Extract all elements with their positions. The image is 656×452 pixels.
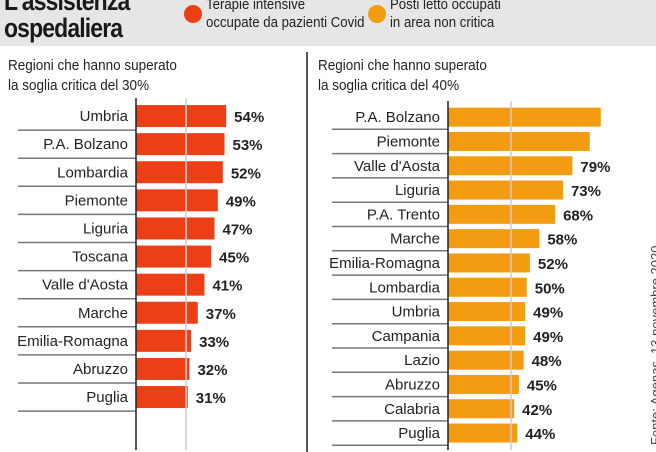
value-label: 42% [522, 402, 552, 419]
legend-text-icu: Terapie intensive occupate da pazienti C… [206, 0, 365, 32]
value-label: 32% [197, 362, 227, 379]
value-label: 31% [196, 390, 226, 407]
value-label: 52% [231, 165, 261, 182]
category-label: Toscana [72, 249, 129, 266]
bar [136, 105, 227, 128]
category-label: Liguria [83, 220, 129, 237]
legend-line: Posti letto occupati [390, 0, 501, 13]
header-band: L'assistenza ospedaliera Terapie intensi… [0, 0, 656, 46]
value-label: 41% [212, 278, 242, 295]
bar [448, 302, 526, 322]
bar [448, 350, 524, 370]
value-label: 49% [226, 193, 256, 210]
bar [448, 131, 590, 151]
value-label: 54% [234, 109, 264, 126]
category-label: Umbria [80, 108, 129, 125]
title-line-2: ospedaliera [4, 13, 123, 43]
category-label: Abruzzo [385, 376, 440, 393]
bar [136, 386, 188, 409]
left-subtitle: Regioni che hanno superato la soglia cri… [8, 56, 177, 96]
category-label: P.A. Bolzano [43, 136, 128, 153]
bar [448, 229, 540, 249]
category-label: Liguria [395, 182, 441, 199]
value-label: 50% [535, 280, 565, 297]
legend-dot-orange-icon [368, 5, 386, 23]
bar [448, 156, 573, 176]
bar [448, 277, 527, 297]
value-label: 45% [219, 250, 249, 267]
value-label: 73% [571, 183, 601, 200]
category-label: Lombardia [369, 279, 441, 296]
category-label: Calabria [384, 401, 441, 418]
bar [136, 161, 223, 184]
subtitle-line: la soglia critica del 40% [318, 77, 460, 94]
bar [448, 107, 601, 127]
category-label: Abruzzo [73, 361, 128, 378]
category-label: Marche [390, 231, 440, 248]
category-label: Lazio [404, 352, 440, 369]
bar [136, 245, 212, 268]
value-label: 33% [199, 334, 229, 351]
value-label: 45% [527, 377, 557, 394]
bar [136, 189, 218, 212]
bar [448, 204, 556, 224]
bar [448, 253, 530, 273]
category-label: Puglia [86, 389, 128, 406]
category-label: Umbria [392, 304, 441, 321]
category-label: Puglia [398, 425, 440, 442]
title-line-1: L'assistenza [4, 0, 130, 16]
value-label: 48% [532, 353, 562, 370]
legend-line: occupate da pazienti Covid [206, 14, 365, 31]
category-label: Campania [372, 328, 441, 345]
bar [448, 423, 518, 443]
bar [136, 217, 215, 240]
panel-divider [306, 52, 308, 452]
category-label: Marche [78, 305, 128, 322]
category-label: Lombardia [57, 164, 129, 181]
bar [136, 133, 225, 156]
value-label: 68% [563, 207, 593, 224]
legend-line: Terapie intensive [206, 0, 306, 13]
value-label: 49% [533, 329, 563, 346]
value-label: 79% [580, 159, 610, 176]
bar [448, 326, 526, 346]
value-label: 52% [538, 256, 568, 273]
source-note: Fonte: Agenas, 13 novembre 2020 [648, 245, 656, 445]
bar [448, 180, 563, 200]
bar [448, 374, 519, 394]
category-label: P.A. Bolzano [355, 109, 440, 126]
subtitle-line: Regioni che hanno superato [8, 57, 177, 74]
value-label: 37% [206, 306, 236, 323]
value-label: 47% [222, 221, 252, 238]
category-label: P.A. Trento [367, 206, 440, 223]
bar [136, 329, 192, 352]
category-label: Piemonte [65, 192, 128, 209]
chart-title: L'assistenza ospedaliera [4, 0, 130, 43]
category-label: Emilia-Romagna [329, 255, 441, 272]
bar [136, 301, 198, 324]
category-label: Piemonte [377, 133, 440, 150]
legend-text-ward: Posti letto occupati in area non critica [390, 0, 501, 32]
legend-dot-red-icon [184, 5, 202, 23]
subtitle-line: Regioni che hanno superato [318, 57, 487, 74]
value-label: 44% [525, 426, 555, 443]
right-subtitle: Regioni che hanno superato la soglia cri… [318, 56, 487, 96]
bar [136, 357, 190, 380]
bar [136, 273, 205, 296]
category-label: Emilia-Romagna [17, 333, 129, 350]
bar [448, 399, 515, 419]
value-label: 58% [547, 232, 577, 249]
value-label: 49% [533, 305, 563, 322]
category-label: Valle d'Aosta [354, 158, 441, 175]
legend-line: in area non critica [390, 14, 495, 31]
category-label: Valle d'Aosta [42, 277, 129, 294]
subtitle-line: la soglia critica del 30% [8, 77, 150, 94]
value-label: 53% [233, 137, 263, 154]
